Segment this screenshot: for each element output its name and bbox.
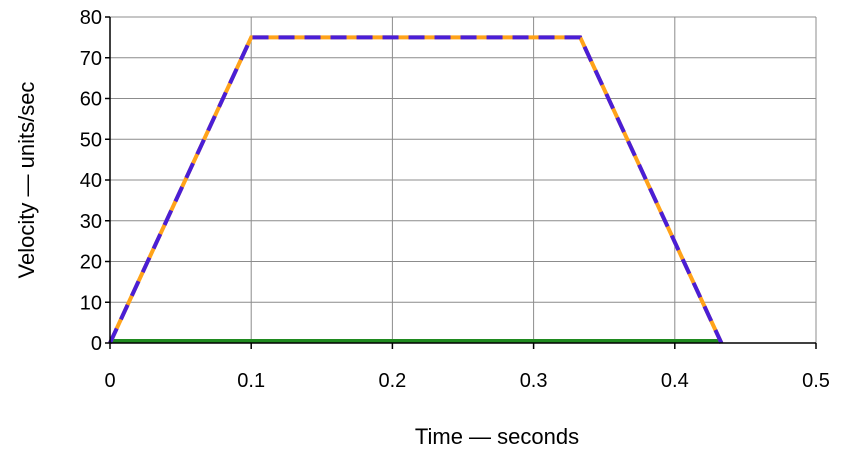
x-tick-label: 0.1 bbox=[237, 370, 265, 392]
y-tick-label: 60 bbox=[80, 89, 102, 111]
x-tick-label: 0.3 bbox=[520, 370, 548, 392]
x-tick-label: 0.4 bbox=[661, 370, 689, 392]
x-tick-label: 0 bbox=[104, 370, 115, 392]
x-tick-label: 0.5 bbox=[802, 370, 830, 392]
y-tick-label: 10 bbox=[80, 292, 102, 314]
tick-labels: 0 10 20 30 40 50 60 70 80 0 0.1 0.2 0.3 0.4 0.5 bbox=[80, 7, 830, 392]
y-tick-label: 20 bbox=[80, 252, 102, 274]
y-tick-label: 40 bbox=[80, 170, 102, 192]
y-tick-label: 50 bbox=[80, 129, 102, 151]
series-line bbox=[108, 35, 724, 344]
y-tick-label: 80 bbox=[80, 7, 102, 29]
axes bbox=[105, 16, 817, 349]
y-tick-label: 0 bbox=[91, 333, 102, 355]
x-axis-title: Time — seconds bbox=[415, 424, 579, 449]
series-layer bbox=[108, 35, 724, 344]
y-tick-label: 30 bbox=[80, 211, 102, 233]
series-line bbox=[108, 35, 724, 344]
y-tick-label: 70 bbox=[80, 48, 102, 70]
grid-lines bbox=[110, 16, 817, 343]
x-tick-label: 0.2 bbox=[378, 370, 406, 392]
y-axis-title: Velocity — units/sec bbox=[14, 82, 39, 279]
